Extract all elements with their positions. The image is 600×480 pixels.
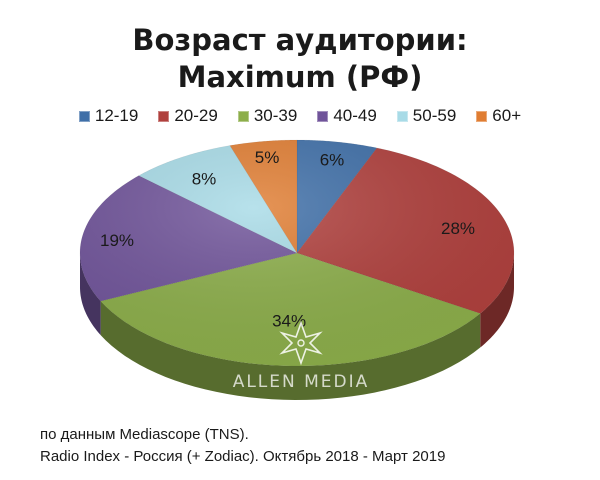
pie-labels: 6% 28% 34% 19% 8% 5%: [100, 148, 475, 331]
pie-slice-side: [480, 253, 514, 348]
pie-shine: [80, 140, 514, 366]
data-label: 19%: [100, 231, 134, 250]
pie-top: [79, 139, 515, 367]
pie-slice-side: [80, 253, 101, 336]
data-label: 8%: [192, 170, 217, 189]
chart-title-line1: Возраст аудитории:: [132, 23, 468, 57]
watermark-text: ALLEN MEDIA: [233, 372, 370, 392]
legend-swatch: [317, 110, 329, 122]
source-line-1: по данным Mediascope (TNS).: [40, 426, 249, 443]
data-label: 28%: [441, 219, 475, 238]
legend-label: 20-29: [174, 106, 218, 125]
legend-swatch: [396, 110, 408, 122]
data-label: 34%: [272, 311, 306, 330]
data-label: 5%: [255, 148, 280, 167]
legend-label: 40-49: [333, 106, 377, 125]
source-line-2: Radio Index - Россия (+ Zodiac). Октябрь…: [40, 448, 446, 465]
data-label: 6%: [320, 151, 345, 170]
legend-item: 60+: [476, 106, 521, 126]
legend-swatch: [158, 110, 170, 122]
legend-item: 12-19: [78, 106, 139, 126]
legend-swatch: [476, 110, 488, 122]
pie-slice-side: [100, 301, 481, 400]
source-note: по данным Mediascope (TNS). Radio Index …: [40, 424, 445, 468]
legend-label: 50-59: [412, 106, 457, 125]
legend-swatch: [78, 110, 90, 122]
chart-title: Возраст аудитории: Maximum (РФ): [0, 22, 600, 96]
chart-legend: 12-19 20-29 30-39 40-49 50-59 60+: [0, 106, 600, 126]
legend-label: 12-19: [94, 106, 139, 125]
legend-label: 60+: [492, 106, 522, 125]
legend-item: 50-59: [396, 106, 457, 126]
legend-item: 20-29: [158, 106, 218, 126]
star-icon: [279, 320, 323, 366]
legend-swatch: [237, 110, 249, 122]
legend-label: 30-39: [253, 106, 298, 125]
chart-title-line2: Maximum (РФ): [177, 60, 423, 94]
legend-item: 40-49: [317, 106, 377, 126]
pie-sides: [80, 253, 514, 400]
legend-item: 30-39: [237, 106, 298, 126]
allen-media-watermark: ALLEN MEDIA: [233, 320, 370, 392]
